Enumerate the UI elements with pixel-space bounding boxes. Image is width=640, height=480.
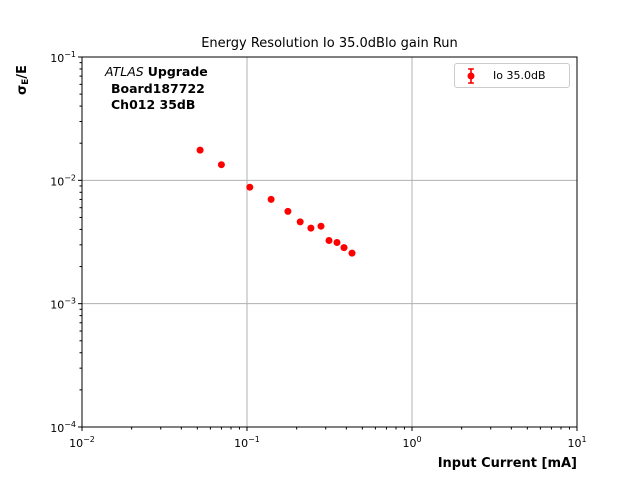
data-point <box>296 218 304 226</box>
data-point <box>284 207 292 215</box>
annotation-line1: ATLAS Upgrade <box>105 64 208 81</box>
data-point <box>348 249 356 257</box>
legend: Io 35.0dB <box>454 63 570 88</box>
tick-label: 10−2 <box>69 435 95 450</box>
data-point <box>325 237 333 244</box>
tick-label: 10−2 <box>50 173 76 188</box>
errorbar-marker-icon <box>467 67 475 84</box>
tick-label: 101 <box>567 435 586 450</box>
y-axis-label: σE/E <box>15 65 31 95</box>
tick-label: 10−1 <box>234 435 260 450</box>
annotation-atlas: ATLAS Upgrade Board187722 Ch012 35dB <box>105 64 208 114</box>
tick-label: 100 <box>402 435 421 450</box>
data-point <box>196 146 204 154</box>
annotation-experiment: ATLAS <box>105 64 144 79</box>
data-point <box>267 195 275 203</box>
legend-label: Io 35.0dB <box>493 69 546 82</box>
annotation-board: Board187722 <box>111 80 205 96</box>
data-point <box>340 244 348 252</box>
x-axis-label: Input Current [mA] <box>437 456 577 471</box>
data-series <box>196 146 356 257</box>
tick-label: 10−3 <box>50 297 76 312</box>
tick-label: 10−4 <box>50 420 76 435</box>
tick-label: 10−1 <box>50 50 76 65</box>
data-point <box>217 161 225 169</box>
plot-frame <box>81 56 578 428</box>
annotation-channel: Ch012 35dB <box>111 97 196 112</box>
chart-title: Energy Resolution Io 35.0dBlo gain Run <box>201 36 458 51</box>
tick-labels: 10−2 10−1 100 101 10−4 10−3 10−2 10−1 <box>50 50 586 450</box>
data-point <box>307 224 315 232</box>
data-point <box>317 222 325 230</box>
data-point <box>246 183 254 191</box>
data-point <box>333 239 341 246</box>
annotation-program: Upgrade <box>147 64 208 79</box>
